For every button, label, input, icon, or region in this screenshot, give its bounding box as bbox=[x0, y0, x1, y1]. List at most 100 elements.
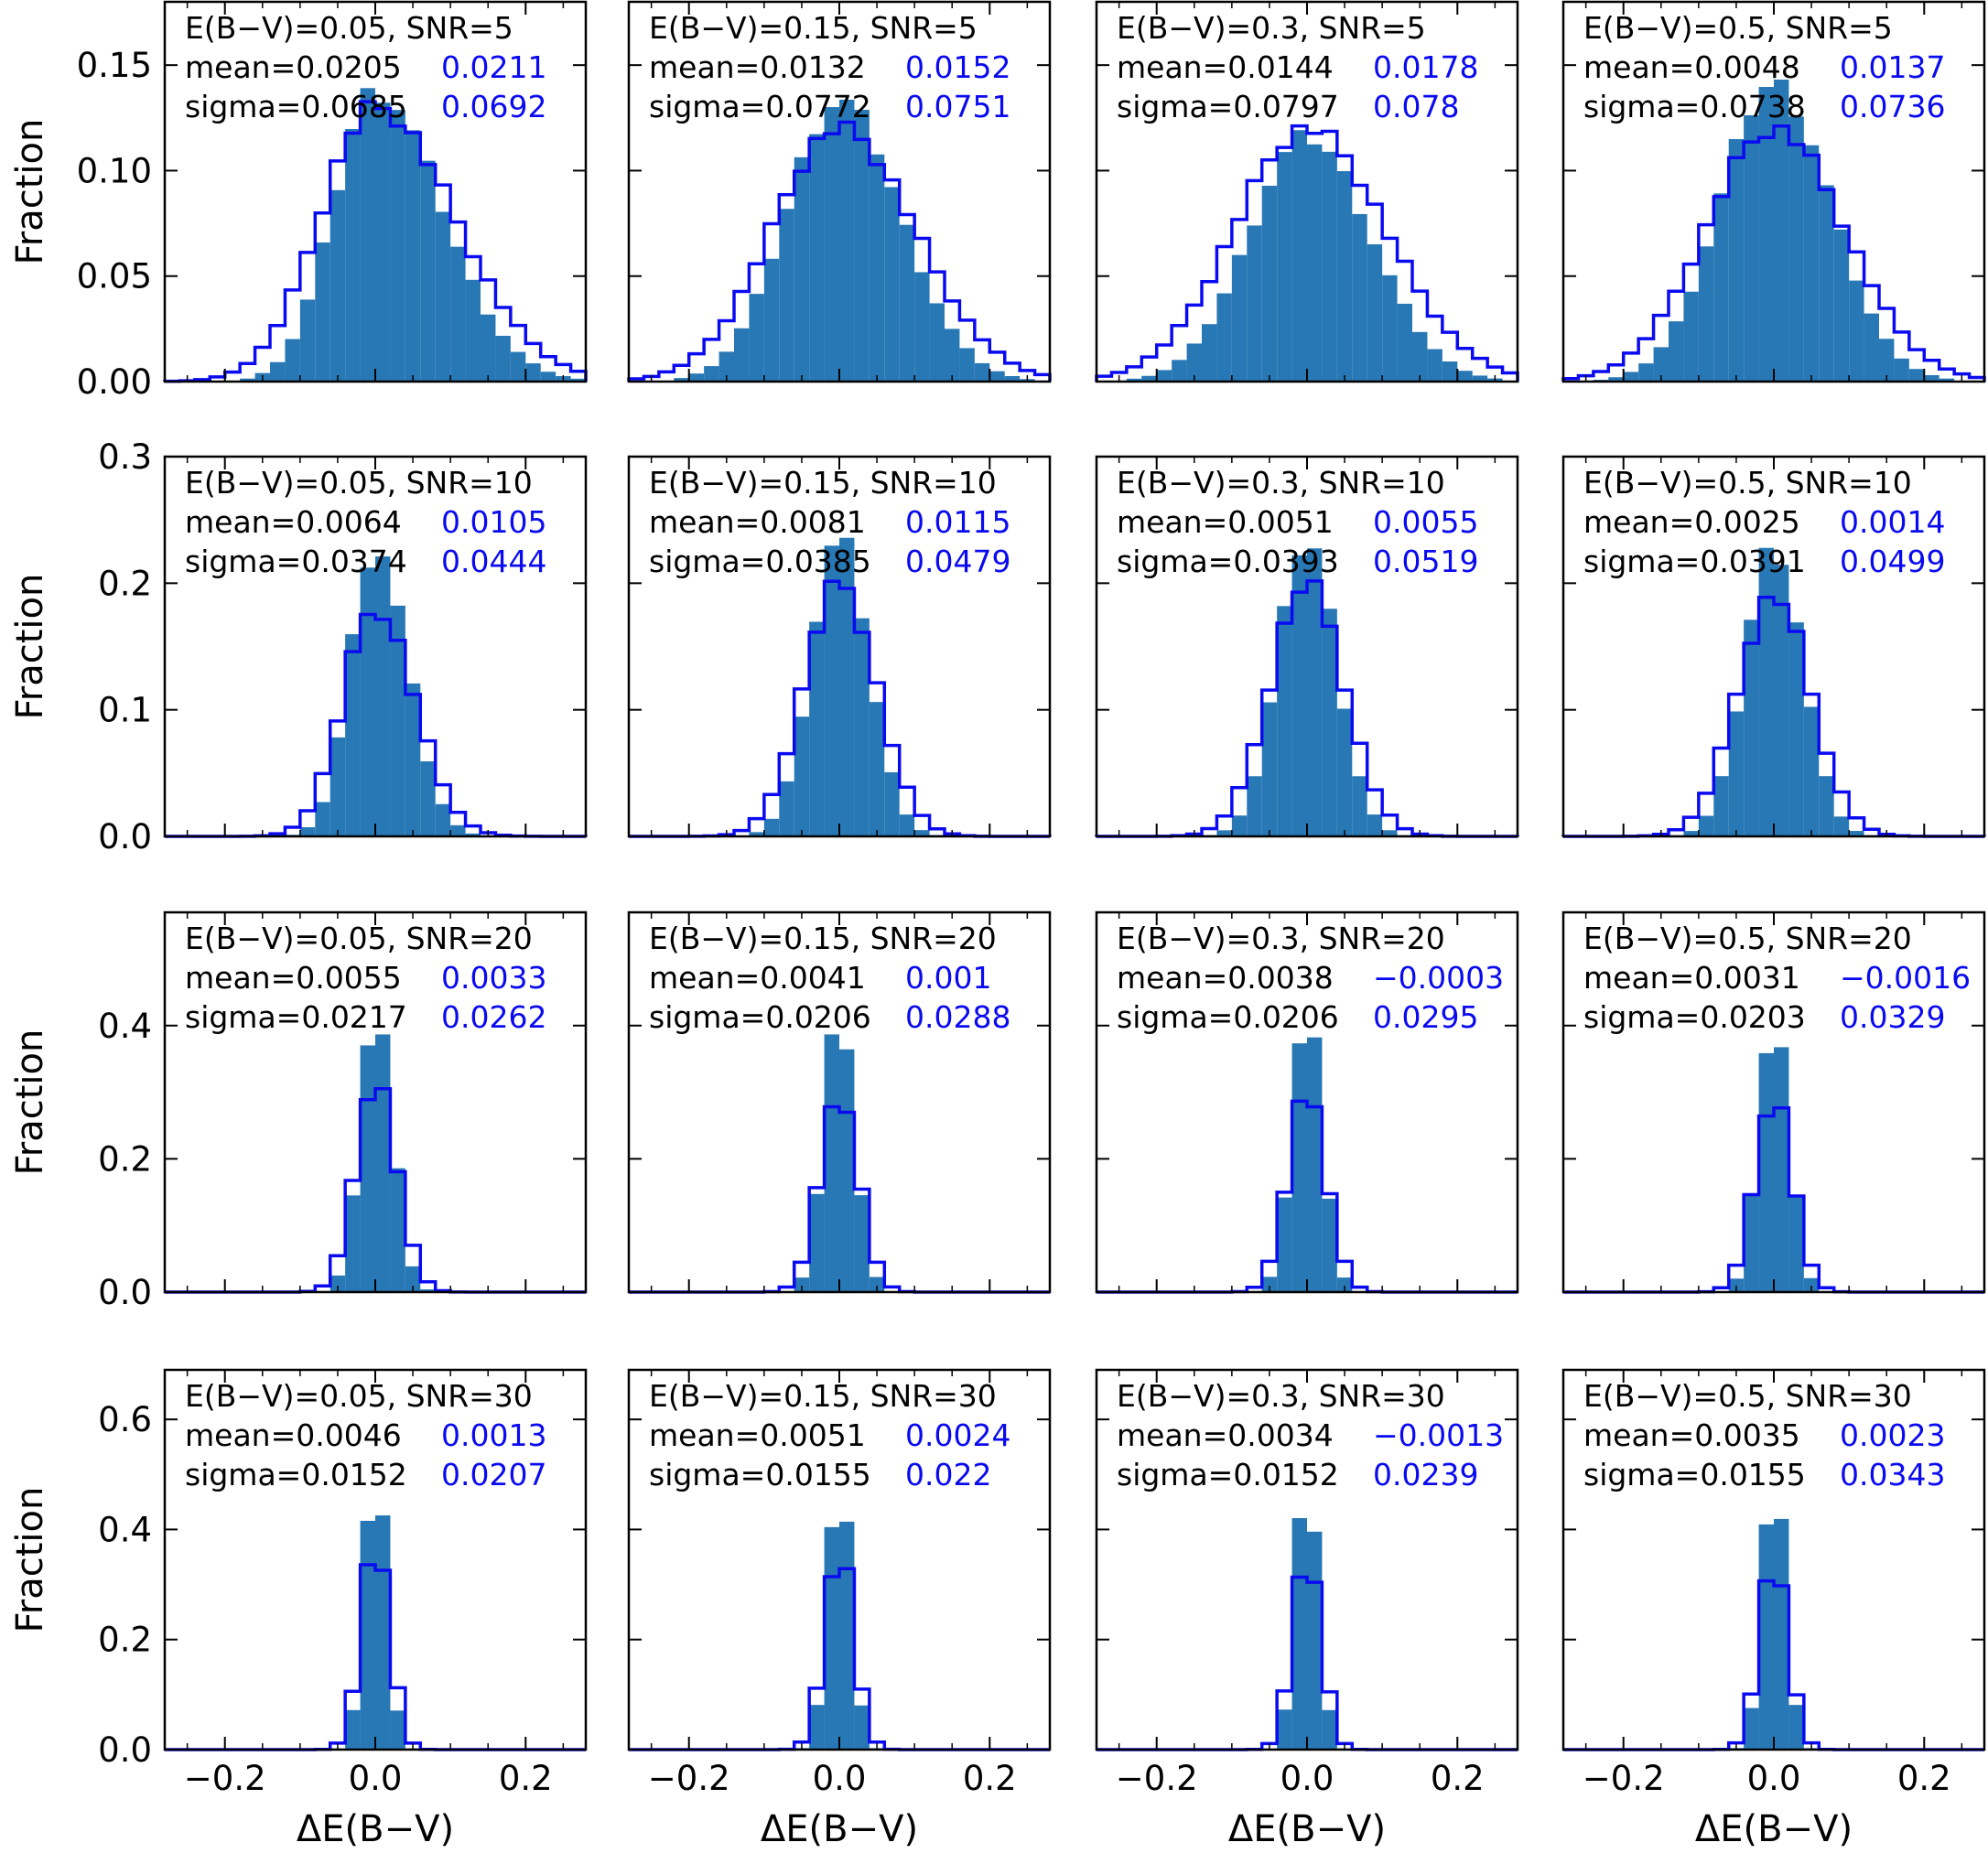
histogram-bar bbox=[809, 621, 825, 836]
histogram-bar bbox=[1744, 1195, 1759, 1292]
histogram-bar bbox=[450, 824, 466, 836]
histogram-bar bbox=[839, 1521, 855, 1750]
histogram-bar bbox=[510, 351, 526, 382]
histogram-bar bbox=[495, 335, 511, 382]
mean-annotation: mean=0.0081 bbox=[649, 504, 866, 540]
mean-blue-annotation: 0.0115 bbox=[905, 504, 1010, 540]
outline-histogram-line bbox=[627, 120, 1052, 382]
sigma-annotation: sigma=0.0738 bbox=[1583, 89, 1806, 124]
mean-blue-annotation: 0.0024 bbox=[905, 1417, 1010, 1453]
mean-annotation: mean=0.0051 bbox=[1117, 504, 1334, 540]
histogram-bar bbox=[1367, 243, 1383, 382]
sigma-annotation: sigma=0.0685 bbox=[185, 89, 407, 124]
sigma-annotation: sigma=0.0393 bbox=[1117, 544, 1339, 579]
histogram-bar bbox=[1833, 816, 1850, 836]
y-tick-label: 0.4 bbox=[98, 1510, 152, 1549]
mean-blue-annotation: 0.0033 bbox=[441, 960, 546, 996]
histogram-bar bbox=[525, 363, 541, 382]
panel-title-annotation: E(B−V)=0.5, SNR=20 bbox=[1583, 921, 1912, 956]
mean-annotation: mean=0.0205 bbox=[185, 49, 402, 85]
x-axis-label: ΔE(B−V) bbox=[761, 1808, 918, 1850]
mean-annotation: mean=0.0041 bbox=[649, 960, 866, 996]
y-tick-label: 0.0 bbox=[98, 1273, 152, 1312]
histogram-bar bbox=[1728, 711, 1745, 836]
sigma-annotation: sigma=0.0152 bbox=[1117, 1457, 1339, 1492]
histogram-bar bbox=[809, 1193, 825, 1292]
panel-title-annotation: E(B−V)=0.15, SNR=30 bbox=[649, 1378, 997, 1414]
histogram-bar bbox=[405, 683, 421, 836]
mean-annotation: mean=0.0064 bbox=[185, 504, 402, 540]
histogram-bar bbox=[360, 567, 375, 836]
sigma-annotation: sigma=0.0797 bbox=[1117, 89, 1339, 124]
histogram-bar bbox=[465, 833, 481, 836]
sigma-blue-annotation: 0.0295 bbox=[1373, 999, 1478, 1035]
histogram-bar bbox=[1788, 116, 1804, 382]
histogram-bar bbox=[749, 832, 764, 836]
mean-blue-annotation: −0.0003 bbox=[1373, 960, 1504, 996]
y-tick-label: 0.2 bbox=[98, 1139, 152, 1179]
histogram-bar bbox=[1004, 376, 1021, 382]
histogram-bar bbox=[1427, 349, 1442, 382]
histogram-bar bbox=[1894, 358, 1909, 382]
histogram-bar bbox=[435, 803, 451, 836]
histogram-bar bbox=[1788, 622, 1804, 836]
mean-blue-annotation: 0.0013 bbox=[441, 1417, 546, 1453]
sigma-blue-annotation: 0.0288 bbox=[905, 999, 1010, 1035]
x-tick-label: −0.2 bbox=[1583, 1759, 1665, 1798]
histogram-bar bbox=[1788, 1705, 1804, 1750]
sigma-annotation: sigma=0.0391 bbox=[1583, 544, 1806, 579]
panel-title-annotation: E(B−V)=0.3, SNR=10 bbox=[1117, 465, 1445, 501]
histogram-bar bbox=[1291, 1518, 1307, 1750]
mean-annotation: mean=0.0048 bbox=[1583, 49, 1800, 85]
mean-annotation: mean=0.0051 bbox=[649, 1417, 866, 1453]
histogram-bar bbox=[945, 329, 960, 382]
histogram-bar bbox=[1442, 361, 1458, 382]
histogram-bar bbox=[1322, 1198, 1337, 1292]
histogram-bar bbox=[749, 294, 764, 382]
mean-annotation: mean=0.0144 bbox=[1117, 49, 1334, 85]
outline-histogram-line bbox=[1095, 124, 1519, 382]
histogram-bar bbox=[315, 242, 330, 382]
histogram-bar bbox=[390, 1710, 405, 1750]
histogram-bar bbox=[1322, 151, 1337, 382]
histogram-bar bbox=[345, 1195, 361, 1292]
y-tick-label: 0.2 bbox=[98, 564, 152, 603]
mean-annotation: mean=0.0025 bbox=[1583, 504, 1800, 540]
histogram-bar bbox=[1126, 378, 1142, 382]
panel-title-annotation: E(B−V)=0.15, SNR=20 bbox=[649, 921, 997, 956]
histogram-bar bbox=[1744, 114, 1759, 382]
mean-annotation: mean=0.0046 bbox=[185, 1417, 402, 1453]
mean-annotation: mean=0.0035 bbox=[1583, 1417, 1800, 1453]
sigma-blue-annotation: 0.0499 bbox=[1840, 544, 1945, 579]
x-tick-label: 0.2 bbox=[499, 1759, 553, 1798]
histogram-bar bbox=[869, 154, 885, 382]
histogram-bar bbox=[1291, 555, 1307, 836]
histogram-bar bbox=[1833, 229, 1850, 382]
histogram-panel: −0.2 0.0 0.2 E(B−V)=0.15, SNR=30mean=0.0051… bbox=[627, 1368, 1052, 1850]
histogram-bar bbox=[285, 339, 300, 382]
y-tick-label: 0.05 bbox=[77, 257, 152, 296]
histogram-bar bbox=[704, 366, 719, 382]
histogram-bar bbox=[824, 545, 839, 836]
mean-blue-annotation: −0.0013 bbox=[1373, 1417, 1504, 1453]
mean-annotation: mean=0.0034 bbox=[1117, 1417, 1334, 1453]
sigma-annotation: sigma=0.0217 bbox=[185, 999, 407, 1035]
histogram-bar bbox=[1744, 1708, 1759, 1750]
histogram-bar bbox=[1713, 193, 1729, 382]
histogram-panel: 0.0 0.2 0.4 E(B−V)=0.05, SNR=20 mean=0.0055 0… bbox=[9, 910, 588, 1312]
mean-blue-annotation: −0.0016 bbox=[1840, 960, 1971, 996]
histogram-bar bbox=[1247, 776, 1262, 836]
histogram-bar bbox=[360, 1045, 375, 1292]
mean-annotation: mean=0.0031 bbox=[1583, 960, 1800, 996]
histogram-bar bbox=[1247, 225, 1262, 382]
histogram-bar bbox=[1774, 565, 1789, 836]
mean-blue-annotation: 0.0211 bbox=[441, 49, 546, 85]
histogram-bar bbox=[330, 737, 346, 836]
histogram-bar bbox=[899, 814, 915, 836]
panel-title-annotation: E(B−V)=0.05, SNR=30 bbox=[185, 1378, 533, 1414]
mean-blue-annotation: 0.0014 bbox=[1840, 504, 1945, 540]
histogram-bar bbox=[1698, 246, 1714, 382]
